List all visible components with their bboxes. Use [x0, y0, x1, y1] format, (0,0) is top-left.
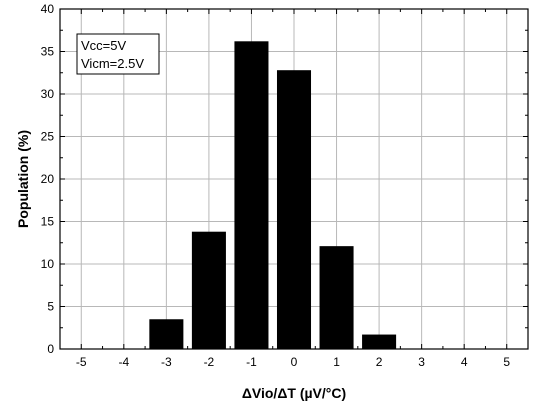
x-tick-label: 3: [418, 355, 425, 369]
bar: [362, 334, 397, 349]
y-tick-label: 25: [41, 130, 55, 144]
y-axis-title: Population (%): [15, 130, 31, 228]
y-tick-label: 0: [47, 342, 54, 356]
annotation-vicm: Vicm=2.5V: [81, 56, 144, 71]
bar: [191, 231, 226, 349]
y-tick-label: 20: [41, 172, 55, 186]
y-tick-label: 10: [41, 257, 55, 271]
annotation-box: Vcc=5V Vicm=2.5V: [76, 33, 160, 75]
y-tick-label: 30: [41, 87, 55, 101]
x-axis-title: ΔVio/ΔT (µV/°C): [242, 385, 346, 401]
x-tick-label: -4: [118, 355, 129, 369]
x-tick-label: -5: [76, 355, 87, 369]
x-tick-label: 0: [291, 355, 298, 369]
y-tick-label: 35: [41, 45, 55, 59]
annotation-vcc: Vcc=5V: [81, 38, 126, 53]
bar: [234, 41, 269, 350]
x-tick-label: 4: [461, 355, 468, 369]
y-tick-label: 5: [47, 300, 54, 314]
bars: [149, 41, 397, 350]
y-tick-label: 40: [41, 2, 55, 16]
x-tick-label: -2: [204, 355, 215, 369]
x-tick-label: 5: [503, 355, 510, 369]
x-tick-label: -1: [246, 355, 257, 369]
x-tick-label: -3: [161, 355, 172, 369]
x-tick-label: 1: [333, 355, 340, 369]
bar: [276, 70, 312, 349]
bar: [319, 246, 354, 349]
x-tick-label: 2: [376, 355, 383, 369]
y-tick-labels: 0 5 10 15 20 25 30 35 40: [41, 2, 55, 356]
tick-marks: [59, 8, 529, 350]
x-tick-labels: -5 -4 -3 -2 -1 0 1 2 3 4 5: [76, 355, 510, 369]
y-tick-label: 15: [41, 215, 55, 229]
